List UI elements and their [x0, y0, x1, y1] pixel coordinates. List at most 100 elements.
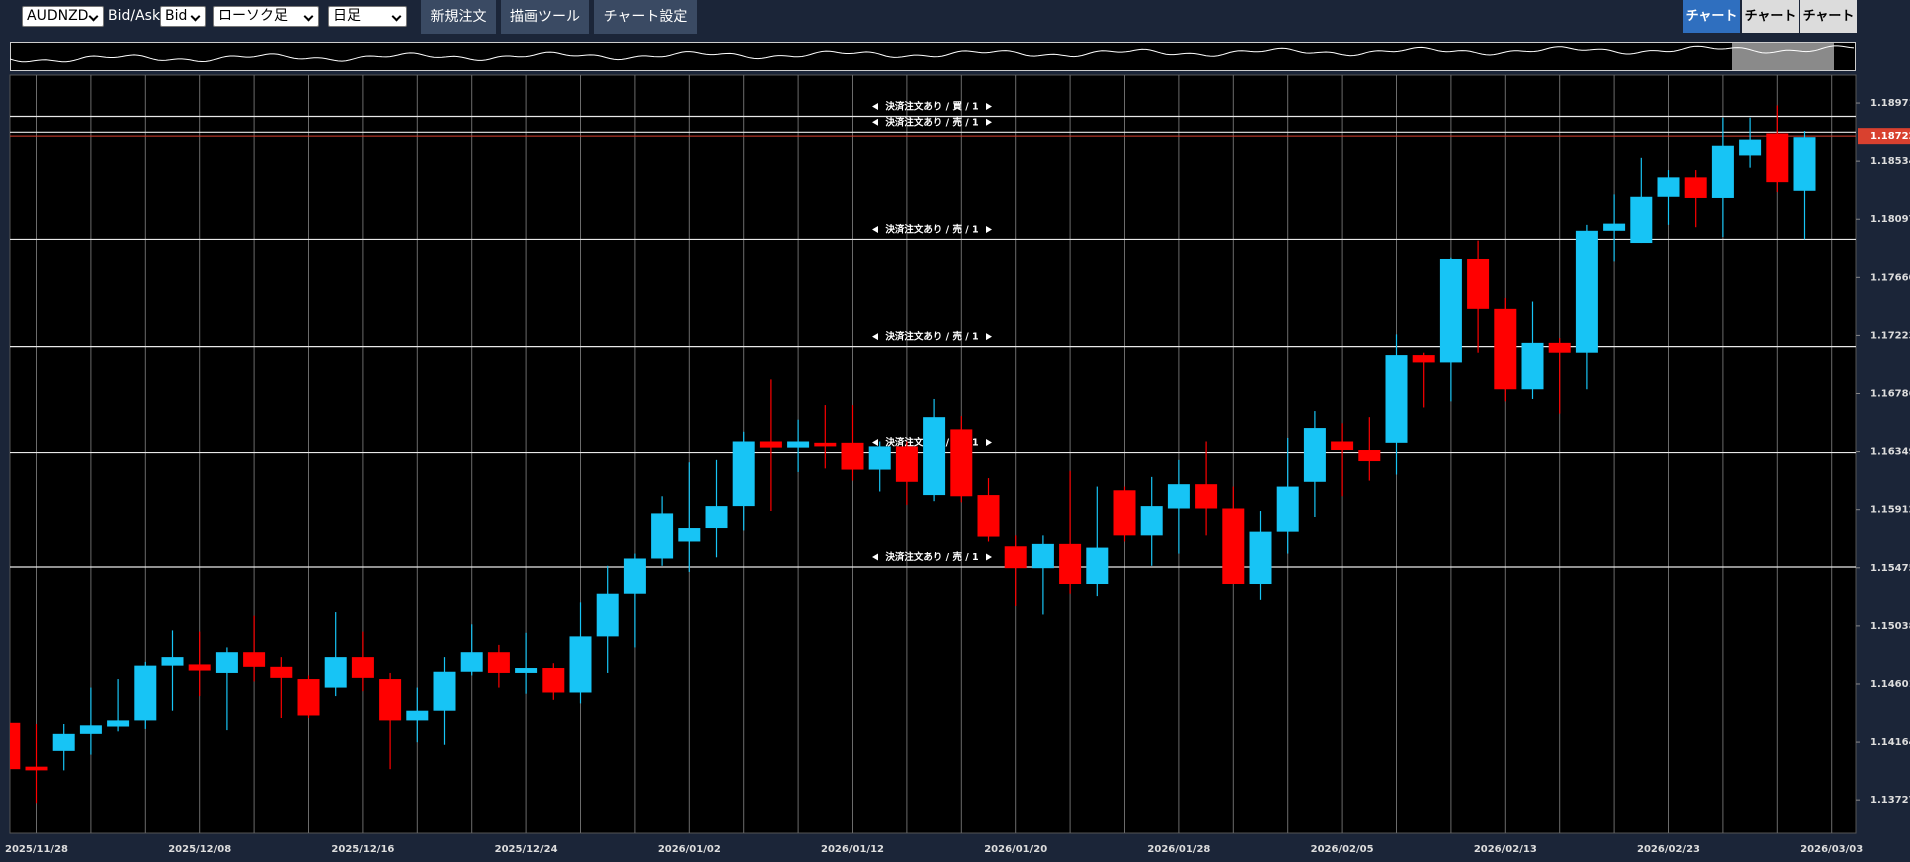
order-arrow [872, 439, 992, 447]
new-order-button[interactable]: 新規注文 [421, 0, 497, 34]
y-tick-label: 1.15912 [1870, 505, 1910, 516]
y-tick-label: 1.18097 [1870, 214, 1910, 225]
candle-body [705, 506, 728, 529]
drawing-tool-button[interactable]: 描画ツール [501, 0, 590, 34]
chart-tab[interactable]: チャート1 [1683, 0, 1740, 57]
y-tick-label: 1.14164 [1870, 737, 1910, 748]
y-tick-label: 1.17660 [1870, 272, 1910, 283]
x-tick-label: 2026/02/05 [1311, 844, 1374, 855]
candle-body [1548, 342, 1571, 353]
navigator-window[interactable] [1732, 43, 1834, 70]
candle-body [324, 657, 347, 688]
candle-body [1358, 450, 1381, 462]
candle-body [977, 495, 1000, 537]
candle-body [1494, 308, 1517, 390]
candle-body [161, 657, 184, 666]
candle-body [1412, 355, 1435, 363]
order-label: 決済注文あり / 売 / 1 [885, 116, 978, 128]
candle-body [1603, 223, 1626, 231]
plot: 決済注文あり / 買 / 1 決済注文あり / 売 / 1 決済注文あり / 売 /… [10, 75, 1856, 833]
candle-body [923, 417, 946, 496]
x-tick-label: 2026/01/12 [821, 844, 884, 855]
price-type-select[interactable]: Bid [160, 6, 206, 27]
last-price-tag [1858, 128, 1910, 145]
chart-tab[interactable]: チャート2 [1742, 0, 1799, 57]
candle-body [1711, 145, 1734, 198]
order-label: 決済注文あり / 売 / 1 [885, 551, 978, 563]
candle-body [270, 666, 293, 678]
x-tick-label: 2026/02/13 [1474, 844, 1537, 855]
y-tick-label: 1.16786 [1870, 389, 1910, 400]
candle-body [1331, 441, 1354, 451]
y-tick-label: 1.18534 [1870, 156, 1910, 167]
candle-body [542, 668, 565, 693]
x-tick-label: 2025/12/24 [495, 844, 558, 855]
x-tick-label: 2026/01/20 [984, 844, 1047, 855]
candle-body [515, 668, 538, 673]
candle-body [351, 657, 374, 678]
chart-tab[interactable]: チャート3 [1800, 0, 1857, 57]
candle-body [188, 664, 211, 671]
symbol-select[interactable]: AUDNZD [22, 6, 104, 27]
candle-body [1657, 177, 1680, 197]
candle-body [433, 671, 456, 711]
x-tick-label: 2026/01/02 [658, 844, 721, 855]
order-arrow [872, 118, 992, 126]
candle-body [732, 441, 755, 507]
candle-body [460, 652, 483, 672]
y-tick-label: 1.17223 [1870, 330, 1910, 341]
candle-body [1249, 531, 1272, 585]
plot-area [9, 74, 1857, 834]
navigator-line [10, 45, 1855, 63]
candle-body [841, 442, 864, 470]
candle-body [1140, 506, 1163, 536]
navigator[interactable] [10, 42, 1856, 71]
candle-body [1739, 139, 1762, 156]
y-tick-label: 1.15038 [1870, 621, 1910, 632]
chart-kind-select[interactable]: ローソク足 [213, 6, 319, 27]
candle-body [814, 442, 837, 447]
candle-body [1113, 490, 1136, 536]
candle-body [1575, 230, 1598, 353]
candle-body [759, 441, 782, 448]
candle-body [1630, 196, 1653, 244]
candle-body [623, 558, 646, 594]
candle-body [1303, 428, 1326, 482]
order-arrow [872, 333, 992, 341]
order-label: 決済注文あり / 売 / 1 [885, 331, 978, 343]
candle-body [1059, 543, 1082, 585]
order-label: 決済注文あり / 買 / 1 [885, 100, 978, 112]
candle-body [243, 652, 266, 667]
candle-body [25, 766, 48, 771]
candle-body [1385, 355, 1408, 443]
candle-body [79, 725, 102, 734]
candle-body [215, 652, 238, 673]
candle-body [678, 528, 701, 542]
candle-body [134, 665, 157, 721]
x-tick-label: 2026/03/03 [1800, 844, 1863, 855]
last-price-label: 1.18722 [1870, 131, 1910, 142]
candle-body [1439, 258, 1462, 363]
x-tick-label: 2026/01/28 [1147, 844, 1210, 855]
candle-body [1521, 342, 1544, 390]
candle-body [379, 679, 402, 721]
order-arrow [872, 225, 992, 233]
chart-settings-button[interactable]: チャート設定 [594, 0, 698, 34]
candle-body [1195, 484, 1218, 509]
period-select[interactable]: 日足 [328, 6, 407, 27]
candle-body [1793, 137, 1816, 191]
x-tick-label: 2025/12/08 [168, 844, 231, 855]
candle-body [895, 446, 918, 482]
x-tick-label: 2025/11/28 [5, 844, 68, 855]
candle-body [406, 710, 429, 721]
candle-body [10, 722, 21, 770]
candle-body [950, 429, 973, 497]
candle-body [1031, 543, 1054, 569]
candle-body [107, 720, 130, 727]
price-type-label: Bid/Ask [108, 8, 161, 24]
candle-body [1086, 547, 1109, 585]
order-arrow [872, 102, 992, 110]
candle-body [1467, 258, 1490, 309]
order-label: 決済注文あり / 売 / 1 [885, 223, 978, 235]
